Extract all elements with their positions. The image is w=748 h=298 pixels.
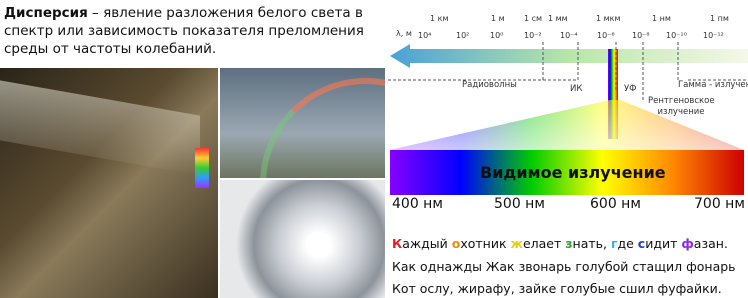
wavelength-label: 600 нм xyxy=(590,196,641,212)
word-rest: хотник xyxy=(460,236,510,251)
word-rest: де xyxy=(617,236,637,251)
mnemonic-line: Как однажды Жак звонарь голубой стащил ф… xyxy=(392,259,736,274)
exponent: 10⁻⁶ xyxy=(597,31,615,40)
wavelength-label: 700 нм xyxy=(694,196,745,212)
unit: 1 км xyxy=(430,14,449,23)
page: {"definition":{"term":"Дисперсия","text"… xyxy=(0,0,748,298)
unit: 1 м xyxy=(491,14,505,23)
axis-label: λ, м xyxy=(396,29,412,38)
unit: 1 см xyxy=(524,14,542,23)
word-initial: К xyxy=(392,236,402,251)
exponent: 10⁴ xyxy=(418,31,431,40)
wavelength-arrow xyxy=(390,44,748,68)
wavelength-label: 400 нм xyxy=(392,196,443,212)
unit: 1 нм xyxy=(652,14,671,23)
exponent: 10⁻⁸ xyxy=(632,31,650,40)
newton-painting xyxy=(0,68,218,298)
region-label: ИК xyxy=(570,84,582,94)
exponent: 10⁻⁴ xyxy=(560,31,578,40)
mnemonic-line: Каждый охотник желает знать, где сидит ф… xyxy=(392,236,728,251)
word-rest: аждый xyxy=(402,236,452,251)
mnemonic-line: Кот ослу, жирафу, зайке голубые сшил фуф… xyxy=(392,281,722,296)
exponent: 10⁰ xyxy=(490,31,503,40)
unit: 1 мкм xyxy=(596,14,621,23)
exponent: 10⁻² xyxy=(524,31,542,40)
definition: Дисперсия – явление разложения белого св… xyxy=(4,4,384,58)
word-rest: елает xyxy=(523,236,565,251)
exponent: 10⁻¹⁰ xyxy=(666,31,687,40)
visible-title: Видимое излучение xyxy=(480,163,666,182)
wavelength-label: 500 нм xyxy=(494,196,545,212)
diamond-photo xyxy=(220,180,385,298)
exponent: 10² xyxy=(456,31,469,40)
word-initial: ж xyxy=(511,236,523,251)
word-initial: з xyxy=(565,236,572,251)
word-rest: нать, xyxy=(573,236,611,251)
word-rest: азан. xyxy=(694,236,728,251)
unit: 1 пм xyxy=(710,14,729,23)
region-label: Гамма - излучение xyxy=(678,80,748,90)
exponent: 10⁻¹² xyxy=(703,31,724,40)
rainbow-photo xyxy=(220,68,385,178)
unit: 1 мм xyxy=(548,14,568,23)
region-label: Радиоволны xyxy=(462,80,517,90)
term: Дисперсия xyxy=(4,5,88,21)
word-initial: ф xyxy=(681,236,693,251)
region-label: УФ xyxy=(624,84,637,94)
word-rest: идит xyxy=(645,236,681,251)
